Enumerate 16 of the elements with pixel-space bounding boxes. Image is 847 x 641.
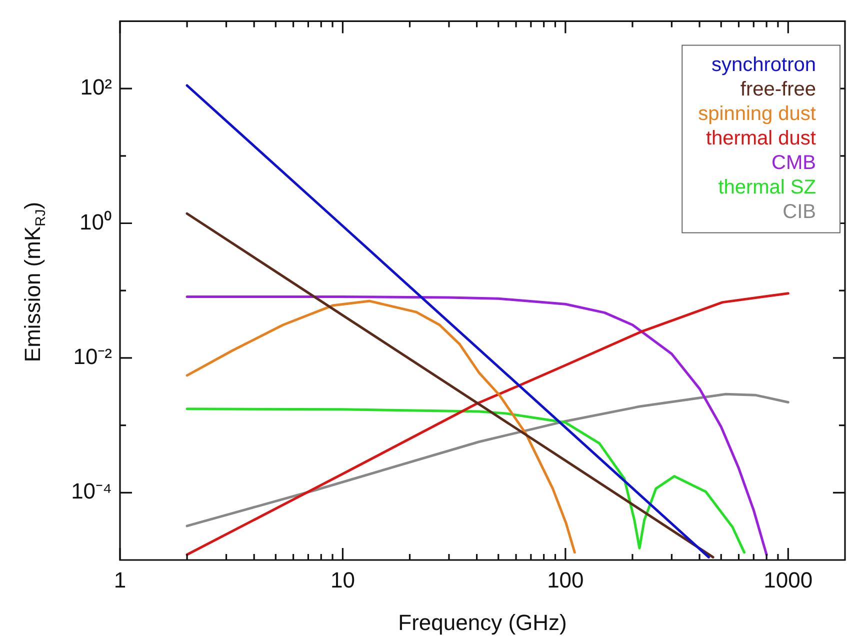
- text: CIB: [782, 200, 816, 223]
- text: free-free: [740, 78, 816, 100]
- text: CMB: [772, 152, 816, 174]
- text: thermal SZ: [718, 176, 816, 198]
- text: spinning dust: [698, 102, 816, 125]
- y-tick-label: 10⁰: [80, 209, 112, 234]
- y-tick-label: 10²: [80, 74, 112, 100]
- text: thermal dust: [706, 127, 816, 150]
- x-tick-label: 1: [114, 567, 126, 592]
- text: synchrotron: [712, 54, 816, 76]
- x-tick-label: 10: [330, 567, 355, 592]
- x-axis-title: Frequency (GHz): [398, 610, 567, 635]
- x-tick-label: 100: [547, 567, 584, 592]
- x-tick-label: 1000: [764, 567, 813, 592]
- y-tick-label: 10⁻⁴: [71, 478, 112, 504]
- y-tick-label: 10⁻²: [73, 344, 112, 370]
